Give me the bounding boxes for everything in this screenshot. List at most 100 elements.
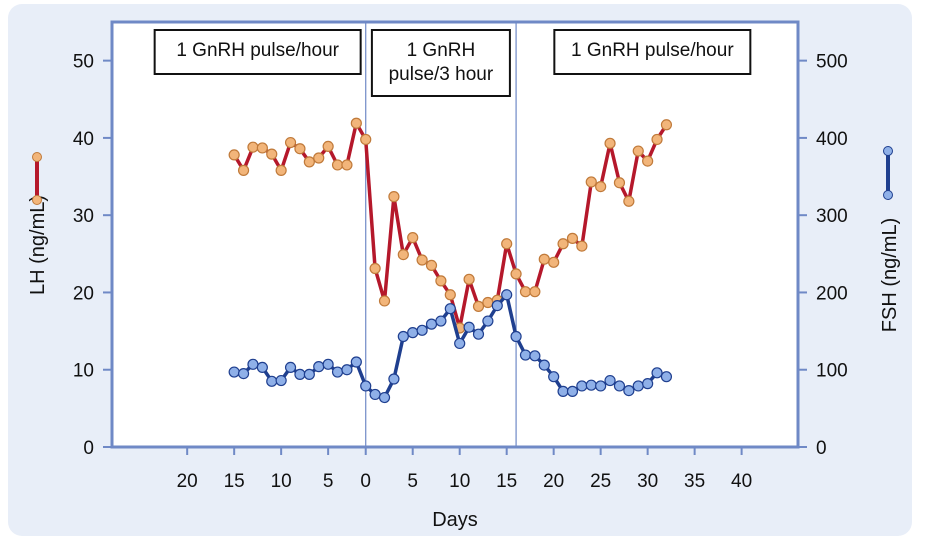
lh-data-point — [660, 119, 673, 131]
fsh-data-point — [454, 337, 466, 350]
lh-data-point — [585, 176, 597, 188]
lh-data-point — [482, 296, 494, 309]
lh-data-point — [416, 254, 428, 266]
lh-data-point — [566, 232, 579, 244]
fsh-data-point — [566, 385, 579, 397]
lh-data-point — [388, 191, 400, 203]
fsh-data-point — [472, 328, 485, 340]
fsh-data-point — [237, 367, 250, 380]
lh-data-point — [407, 231, 419, 244]
annotation-label: pulse/3 hour — [389, 64, 494, 85]
fsh-data-point — [444, 303, 456, 315]
lh-data-point — [275, 164, 287, 176]
lh-data-point — [303, 156, 315, 168]
lh-data-point — [623, 195, 635, 207]
x-tick-label: 15 — [496, 471, 517, 492]
y-right-tick-label: 0 — [816, 438, 827, 459]
y-left-tick-label: 10 — [73, 361, 94, 382]
lh-legend-marker — [32, 195, 42, 205]
annotation-box — [553, 29, 752, 75]
lh-data-point — [256, 142, 268, 154]
fsh-data-point — [642, 378, 654, 390]
y-left-tick-label: 0 — [83, 438, 94, 459]
fsh-data-point — [228, 366, 240, 378]
y-left-tick-label: 50 — [73, 52, 94, 73]
fsh-data-point — [632, 380, 644, 392]
lh-data-point — [425, 259, 438, 272]
fsh-data-point — [491, 299, 503, 312]
x-axis-label: Days — [432, 509, 478, 531]
lh-data-point — [284, 136, 297, 149]
fsh-data-point — [585, 379, 597, 391]
y-right-axis-label: FSH (ng/mL) — [879, 218, 901, 332]
fsh-legend-marker — [883, 190, 893, 200]
annotation-box — [153, 29, 362, 75]
lh-data-point — [576, 240, 588, 252]
x-tick-label: 5 — [323, 471, 334, 492]
fsh-data-point — [538, 359, 550, 371]
x-tick-label: 20 — [543, 471, 564, 492]
fsh-data-point — [256, 361, 268, 374]
y-left-tick-label: 40 — [73, 129, 94, 150]
lh-data-point — [444, 289, 456, 301]
fsh-data-point — [294, 368, 306, 380]
y-right-tick-label: 500 — [816, 52, 848, 73]
y-left-tick-label: 30 — [73, 206, 94, 227]
fsh-data-point — [595, 380, 607, 392]
lh-data-point — [613, 177, 626, 189]
lh-data-point — [313, 152, 325, 164]
lh-data-point — [435, 275, 447, 287]
y-right-tick-label: 300 — [816, 206, 848, 227]
fsh-data-point — [557, 385, 569, 397]
plot-area — [110, 20, 800, 449]
lh-data-point — [294, 143, 306, 155]
fsh-data-point — [360, 380, 372, 392]
lh-data-point — [548, 256, 560, 268]
y-right-tick-label: 200 — [816, 283, 848, 304]
lh-data-point — [322, 140, 334, 153]
lh-data-point — [350, 117, 362, 129]
lh-data-point — [529, 286, 541, 298]
fsh-data-point — [322, 358, 334, 370]
lh-data-point — [369, 262, 381, 275]
fsh-data-point — [378, 391, 391, 404]
lh-data-point — [397, 248, 409, 261]
fsh-data-point — [613, 380, 626, 392]
lh-data-point — [557, 238, 569, 250]
fsh-data-point — [369, 388, 381, 401]
fsh-data-point — [331, 366, 344, 378]
fsh-data-point — [266, 375, 278, 387]
lh-legend-marker — [32, 152, 42, 162]
fsh-data-point — [397, 330, 409, 343]
fsh-data-point — [350, 356, 362, 368]
x-tick-label: 10 — [271, 471, 292, 492]
lh-data-point — [341, 159, 353, 171]
fsh-data-point — [501, 289, 513, 301]
lh-data-point — [378, 295, 391, 307]
y-left-tick-label: 20 — [73, 283, 94, 304]
lh-data-point — [651, 133, 663, 146]
lh-data-point — [247, 141, 259, 153]
fsh-data-point — [529, 350, 541, 362]
lh-data-point — [538, 253, 550, 265]
x-tick-label: 40 — [731, 471, 752, 492]
y-right-tick-label: 400 — [816, 129, 848, 150]
fsh-legend-marker — [883, 146, 893, 156]
lh-data-point — [501, 238, 513, 250]
x-tick-label: 5 — [407, 471, 418, 492]
fsh-data-point — [388, 373, 400, 385]
fsh-data-point — [407, 327, 419, 339]
fsh-data-point — [482, 315, 494, 327]
fsh-data-point — [519, 349, 532, 361]
fsh-data-point — [303, 368, 315, 380]
fsh-data-point — [463, 321, 475, 333]
annotation-label: 1 GnRH pulse/hour — [571, 40, 734, 61]
annotation-label: 1 GnRH — [407, 40, 476, 61]
lh-data-point — [472, 300, 485, 312]
lh-data-point — [604, 137, 616, 149]
lh-data-point — [360, 133, 372, 146]
fsh-data-point — [435, 315, 447, 327]
fsh-data-point — [651, 367, 663, 379]
